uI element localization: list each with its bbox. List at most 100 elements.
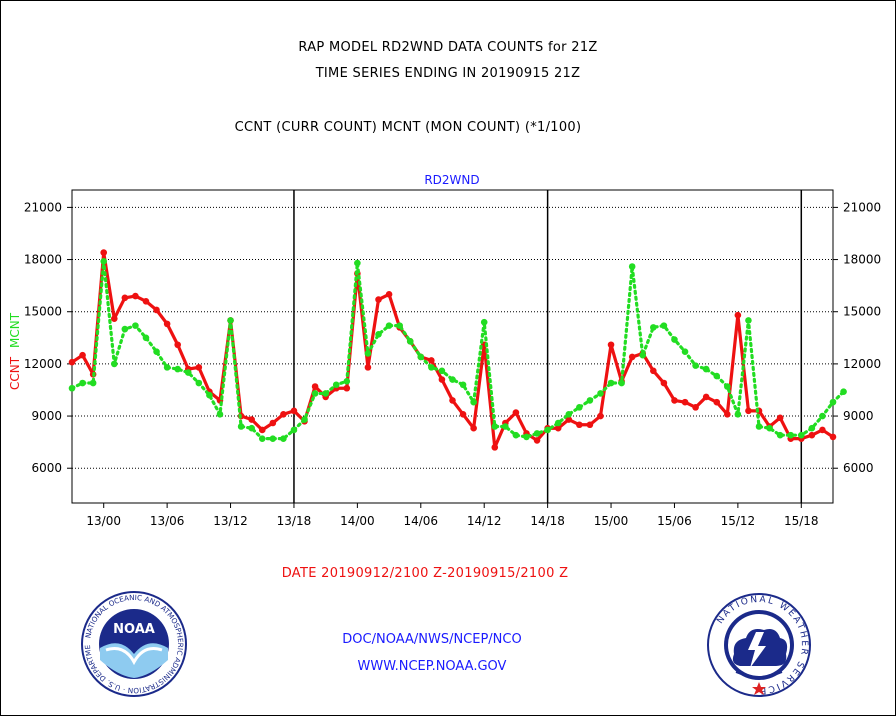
data-point-ccnt	[745, 407, 752, 415]
data-point-mcnt	[724, 383, 731, 390]
data-point-mcnt	[89, 379, 97, 387]
data-point-ccnt	[364, 364, 372, 371]
data-point-ccnt	[195, 364, 203, 371]
data-point-mcnt	[280, 435, 287, 442]
y-tick-label-left: 15000	[24, 305, 62, 319]
noaa-logo-text: NOAA	[113, 622, 155, 637]
data-point-mcnt	[734, 411, 742, 418]
y-tick-label-right: 9000	[843, 409, 874, 423]
data-point-mcnt	[565, 411, 573, 418]
data-point-mcnt	[206, 391, 213, 399]
data-point-mcnt	[163, 364, 171, 371]
data-point-mcnt	[396, 322, 403, 329]
axis-layer: 6000 6000 9000 9000 12000 12000 15000 15000 1800…	[24, 189, 881, 528]
data-point-ccnt	[554, 424, 562, 432]
y-tick-label-left: 6000	[31, 461, 62, 475]
data-point-ccnt	[258, 426, 266, 434]
data-point-mcnt	[343, 377, 351, 385]
data-point-ccnt	[776, 414, 784, 422]
series-line-ccnt	[71, 251, 834, 449]
data-point-mcnt	[322, 390, 329, 397]
y-tick-label-left: 18000	[24, 253, 62, 267]
data-point-mcnt	[258, 435, 266, 442]
chart-title-line1: RAP MODEL RD2WND DATA COUNTS for 21Z	[298, 40, 598, 55]
x-tick-label: 13/18	[277, 514, 312, 528]
data-point-mcnt	[502, 423, 509, 430]
data-point-mcnt	[639, 351, 647, 359]
data-point-ccnt	[449, 397, 456, 404]
data-point-mcnt	[628, 263, 636, 270]
data-point-ccnt	[671, 397, 678, 404]
data-point-ccnt	[438, 376, 446, 383]
nws-logo: NATIONAL WEATHER SERVICE	[707, 593, 811, 697]
data-point-mcnt	[449, 376, 456, 383]
data-point-ccnt	[565, 416, 573, 423]
x-tick-label: 14/12	[467, 514, 502, 528]
plot-border	[71, 189, 834, 504]
data-point-mcnt	[544, 426, 551, 434]
data-point-mcnt	[819, 412, 826, 420]
data-point-ccnt	[248, 416, 255, 423]
data-point-mcnt	[68, 384, 76, 392]
data-point-ccnt	[702, 393, 710, 401]
data-point-mcnt	[776, 431, 784, 439]
y-axis-label-mcnt: MCNT	[8, 312, 22, 348]
data-point-mcnt	[153, 348, 160, 356]
data-point-ccnt	[808, 431, 816, 439]
data-point-ccnt	[586, 421, 594, 429]
data-point-mcnt	[755, 423, 763, 430]
data-point-mcnt	[195, 379, 203, 387]
data-point-ccnt	[68, 358, 76, 366]
y-tick-label-right: 6000	[843, 461, 874, 475]
y-tick-label-right: 21000	[843, 200, 881, 214]
y-tick-label-left: 12000	[24, 357, 62, 371]
data-point-mcnt	[554, 419, 562, 427]
data-point-ccnt	[724, 411, 731, 418]
data-point-mcnt	[470, 398, 477, 406]
data-point-ccnt	[163, 320, 171, 328]
data-point-ccnt	[343, 384, 351, 392]
data-point-mcnt	[586, 397, 594, 404]
plot-title: RD2WND	[424, 173, 479, 187]
data-point-ccnt	[153, 306, 160, 314]
data-point-mcnt	[671, 336, 678, 343]
x-tick-label: 13/00	[86, 514, 121, 528]
data-point-ccnt	[660, 379, 668, 387]
data-point-mcnt	[797, 431, 805, 439]
data-point-mcnt	[121, 325, 129, 333]
x-tick-label: 14/18	[530, 514, 565, 528]
data-point-mcnt	[428, 364, 435, 371]
x-tick-label: 13/12	[213, 514, 248, 528]
data-point-ccnt	[491, 444, 499, 451]
data-point-ccnt	[280, 411, 287, 418]
data-point-mcnt	[385, 322, 393, 329]
data-point-ccnt	[681, 398, 689, 406]
data-point-mcnt	[607, 379, 615, 387]
data-point-ccnt	[829, 433, 837, 441]
series-mcnt	[68, 257, 847, 442]
grid-layer	[72, 190, 833, 503]
chart-subtitle: CCNT (CURR COUNT) MCNT (MON COUNT) (*1/1…	[234, 120, 582, 135]
data-point-mcnt	[406, 337, 414, 345]
data-point-mcnt	[512, 431, 520, 439]
data-point-mcnt	[702, 365, 710, 373]
data-point-ccnt	[269, 419, 277, 427]
data-point-mcnt	[269, 435, 277, 442]
series-ccnt	[68, 249, 837, 451]
data-point-ccnt	[819, 426, 826, 434]
data-point-mcnt	[681, 348, 689, 356]
data-point-mcnt	[248, 424, 255, 432]
data-point-mcnt	[808, 424, 816, 432]
data-point-mcnt	[660, 322, 668, 329]
url-link[interactable]: WWW.NCEP.NOAA.GOV	[357, 659, 507, 674]
data-point-mcnt	[829, 398, 837, 406]
x-tick-label: 15/00	[594, 514, 629, 528]
x-tick-label: 15/18	[784, 514, 819, 528]
data-point-mcnt	[787, 431, 795, 439]
data-point-ccnt	[533, 437, 541, 444]
data-point-mcnt	[142, 334, 150, 342]
data-point-mcnt	[110, 360, 118, 368]
data-point-mcnt	[480, 318, 488, 326]
chart-title-line2: TIME SERIES ENDING IN 20190915 21Z	[315, 66, 581, 81]
